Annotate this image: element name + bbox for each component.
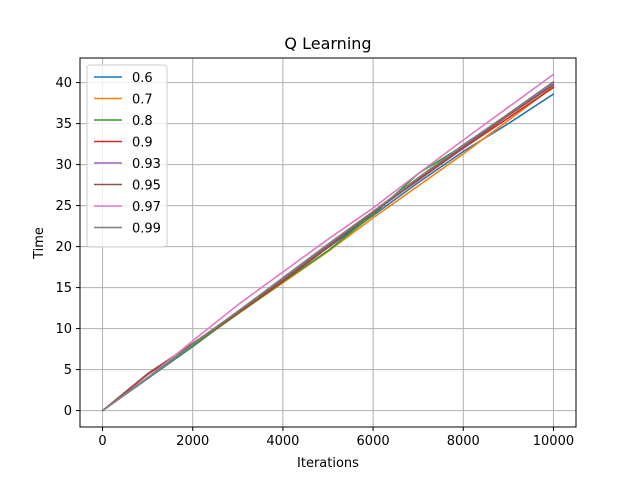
y-tick-label: 15 <box>55 281 72 296</box>
legend-box <box>86 64 168 248</box>
plot-frame <box>79 57 577 428</box>
legend-label: 0.7 <box>132 93 153 108</box>
legend-label: 0.8 <box>132 114 153 129</box>
legend-label: 0.6 <box>132 71 153 86</box>
legend: 0.6 0.7 0.8 0.9 0.93 0.95 0.97 0.99 <box>86 64 168 248</box>
x-axis: 0 2000 4000 6000 8000 10000 <box>98 427 574 449</box>
x-tick-label: 0 <box>98 434 106 449</box>
y-axis: 0 5 10 15 20 25 30 35 40 <box>55 76 80 419</box>
x-axis-label: Iterations <box>297 456 359 471</box>
y-tick-label: 40 <box>55 76 72 91</box>
y-tick-label: 30 <box>55 158 72 173</box>
series-lines <box>101 73 555 412</box>
y-tick-label: 10 <box>55 322 72 337</box>
series-line-0-97 <box>101 73 555 412</box>
y-tick-label: 35 <box>55 117 72 132</box>
x-tick-label: 2000 <box>176 434 209 449</box>
x-tick-label: 8000 <box>447 434 480 449</box>
legend-label: 0.9 <box>132 136 153 151</box>
x-tick-label: 4000 <box>266 434 299 449</box>
legend-label: 0.95 <box>132 179 161 194</box>
series-line-0-99 <box>101 80 555 412</box>
y-tick-label: 25 <box>55 199 72 214</box>
legend-label: 0.93 <box>132 157 161 172</box>
legend-label: 0.99 <box>132 222 161 237</box>
y-tick-label: 20 <box>55 240 72 255</box>
y-axis-label: Time <box>32 227 47 260</box>
legend-label: 0.97 <box>132 200 161 215</box>
x-tick-label: 10000 <box>533 434 574 449</box>
chart-title: Q Learning <box>284 34 371 53</box>
y-tick-label: 0 <box>64 404 72 419</box>
y-tick-label: 5 <box>64 363 72 378</box>
x-tick-label: 6000 <box>357 434 390 449</box>
